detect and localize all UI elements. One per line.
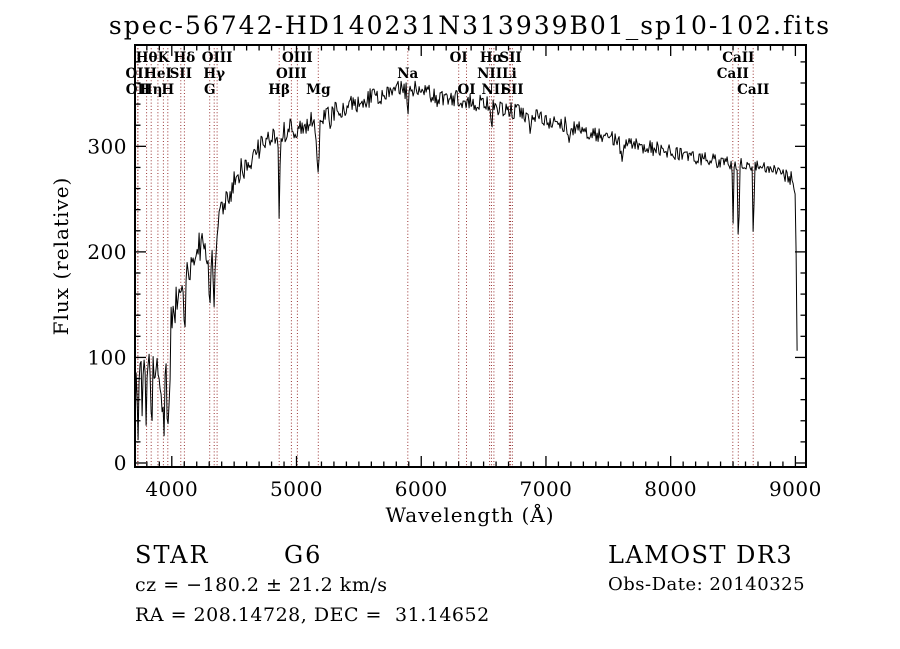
y-axis-label: Flux (relative) bbox=[49, 176, 73, 336]
x-tick-label: 8000 bbox=[644, 477, 697, 501]
spectral-line-label: SII bbox=[499, 50, 521, 66]
spectral-line-label: SII bbox=[501, 82, 523, 98]
y-tick-label: 300 bbox=[87, 134, 127, 158]
x-tick-label: 4000 bbox=[145, 477, 198, 501]
plot-title: spec-56742-HD140231N313939B01_sp10-102.f… bbox=[108, 11, 832, 40]
spectral-line-label: OII bbox=[126, 82, 150, 98]
ra-dec-text: RA = 208.14728, DEC = 31.14652 bbox=[135, 604, 490, 626]
spectral-line-label: Na bbox=[397, 66, 418, 82]
y-tick-label: 100 bbox=[87, 345, 127, 369]
spectral-line-label: OI bbox=[450, 50, 468, 66]
obs-date-text: Obs-Date: 20140325 bbox=[608, 574, 806, 595]
spectral-line-label: CaII bbox=[717, 66, 749, 82]
spectral-line-label: Hη bbox=[140, 82, 163, 98]
spectral-line-label: OIII bbox=[282, 50, 313, 66]
spectral-line-label: OIII bbox=[276, 66, 307, 82]
spectral-line-label: Mg bbox=[306, 82, 331, 98]
spectral-line-label: K bbox=[158, 50, 171, 66]
spectral-line-label: H bbox=[161, 82, 174, 98]
x-tick-label: 9000 bbox=[769, 477, 822, 501]
spectral-line-label: Hβ bbox=[268, 82, 290, 98]
plot-frame bbox=[134, 44, 807, 468]
spectral-line-label: OII bbox=[126, 66, 150, 82]
spectral-line-label: OIII bbox=[202, 50, 233, 66]
spectral-line-label: Hθ bbox=[136, 50, 158, 66]
spectral-line-label: CaII bbox=[722, 50, 754, 66]
spectral-line-label: Li bbox=[502, 66, 517, 82]
spectrum-path bbox=[134, 80, 798, 441]
x-tick-label: 5000 bbox=[270, 477, 323, 501]
x-tick-label: 7000 bbox=[520, 477, 573, 501]
x-axis-label: Wavelength (Å) bbox=[385, 503, 555, 527]
spectral-line-label: Hα bbox=[480, 50, 504, 66]
spectral-line-label: OI bbox=[457, 82, 475, 98]
spectral-line-label: G bbox=[204, 82, 216, 98]
spectral-line-label: HeI bbox=[144, 66, 172, 82]
spectral-line-label: CaII bbox=[737, 82, 769, 98]
spectral-line-label: NII bbox=[477, 66, 502, 82]
object-subclass: G6 bbox=[284, 541, 323, 569]
y-tick-label: 0 bbox=[114, 451, 127, 475]
object-class: STAR bbox=[135, 541, 210, 569]
spectral-line-label: Hγ bbox=[203, 66, 225, 82]
y-tick-label: 200 bbox=[87, 240, 127, 264]
spectral-line-label: SII bbox=[170, 66, 192, 82]
survey-release-text: LAMOST DR3 bbox=[608, 541, 794, 569]
x-tick-label: 6000 bbox=[395, 477, 448, 501]
spectral-line-label: Hδ bbox=[174, 50, 196, 66]
spectral-line-label: NII bbox=[481, 82, 506, 98]
radial-velocity-text: cz = −180.2 ± 21.2 km/s bbox=[135, 574, 388, 596]
